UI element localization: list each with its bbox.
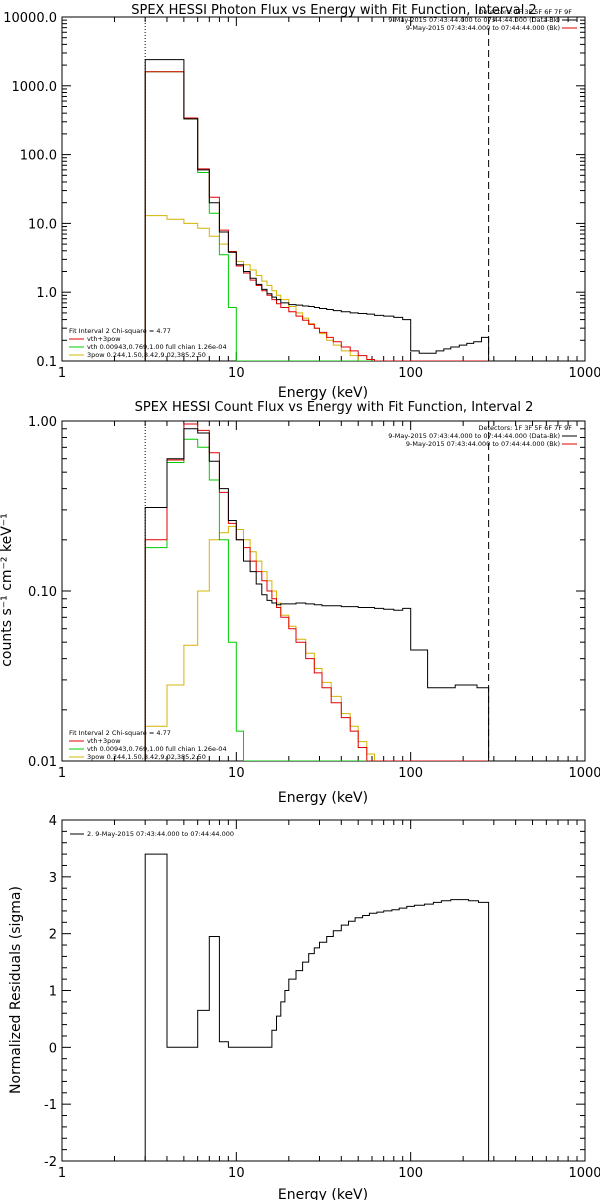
photon-flux-bk-interval: 9-May-2015 07:43:44.000 to 07:44:44.000 … — [406, 24, 560, 32]
count-flux-panel: SPEX HESSI Count Flux vs Energy with Fit… — [0, 400, 600, 806]
y-tick-label: 100.0 — [20, 149, 57, 164]
y-tick-label: 2 — [49, 928, 57, 943]
x-tick-label: 1 — [58, 1166, 66, 1181]
photon-flux-xlabel: Energy (keV) — [278, 385, 368, 401]
count-flux-xlabel: Energy (keV) — [278, 790, 368, 806]
photon-flux-detectors: Detectors: 1F 3F 5F 6F 7F 9F — [478, 8, 572, 16]
photon-flux-panel: SPEX HESSI Photon Flux vs Energy with Fi… — [3, 3, 600, 401]
count-flux-bk-interval: 9-May-2015 07:43:44.000 to 07:44:44.000 … — [406, 440, 560, 448]
x-tick-label: 1000 — [568, 1166, 600, 1181]
series-vth — [144, 71, 489, 361]
y-tick-label: 0.1 — [36, 355, 57, 370]
count-flux-fit-header: Fit Interval 2 Chi-square = 4.77 — [69, 729, 171, 737]
count-flux-fit-entry-vth: vth 0.00943,0.769,1.00 full chian 1.26e-… — [87, 745, 227, 753]
residuals-plot: 1 10 100 1000 -2 -1 0 1 2 3 4 — [44, 814, 600, 1181]
y-tick-label: 3 — [49, 871, 57, 886]
y-tick-label: 0 — [49, 1041, 57, 1056]
residuals-legend: 2. 9-May-2015 07:43:44.000 to 07:44:44.0… — [87, 830, 234, 838]
count-flux-plot: 1 10 100 1000 0.01 0.10 1.00 — [28, 415, 600, 781]
x-tick-label: 1000 — [568, 766, 600, 781]
count-flux-fit-entry-total: vth+3pow — [87, 737, 121, 745]
photon-flux-title: SPEX HESSI Photon Flux vs Energy with Fi… — [131, 3, 537, 18]
series-data — [144, 428, 490, 761]
photon-flux-fit-entry-total: vth+3pow — [87, 335, 121, 343]
photon-flux-plot: 1 10 100 1000 0.1 1.0 10.0 100.0 1000.0 10000.0 — [3, 11, 600, 381]
y-tick-label: 1.00 — [28, 415, 57, 430]
count-flux-ylabel: counts s⁻¹ cm⁻² keV⁻¹ — [0, 513, 15, 667]
x-tick-label: 100 — [398, 1166, 423, 1181]
y-tick-label: 1.0 — [36, 286, 57, 301]
y-tick-label: 10.0 — [28, 217, 57, 232]
y-tick-label: 0.01 — [28, 755, 57, 770]
series-residuals — [144, 853, 490, 1161]
residuals-xlabel: Energy (keV) — [278, 1187, 368, 1200]
x-tick-label: 10 — [228, 766, 245, 781]
series-vth-3pow — [144, 71, 489, 361]
x-tick-label: 10 — [228, 1166, 245, 1181]
series-data — [144, 59, 490, 361]
x-tick-label: 100 — [398, 766, 423, 781]
x-tick-label: 1000 — [568, 366, 600, 381]
x-tick-label: 1 — [58, 366, 66, 381]
x-tick-label: 1 — [58, 766, 66, 781]
y-tick-label: 1 — [49, 985, 57, 1000]
x-tick-label: 10 — [228, 366, 245, 381]
photon-flux-fit-entry-vth: vth 0.00943,0.769,1.00 full chian 1.26e-… — [87, 343, 227, 351]
count-flux-fit-entry-3pow: 3pow 0.244,1.50,8.42,9.02,385,2.50 — [87, 753, 206, 761]
y-tick-label: -2 — [44, 1155, 57, 1170]
y-tick-label: 10000.0 — [3, 11, 57, 26]
y-tick-label: 4 — [49, 814, 57, 829]
photon-flux-fit-entry-3pow: 3pow 0.244,1.50,8.42,9.02,385,2.50 — [87, 351, 206, 359]
count-flux-title: SPEX HESSI Count Flux vs Energy with Fit… — [135, 400, 534, 415]
y-tick-label: -1 — [44, 1098, 57, 1113]
count-flux-data-interval: 9-May-2015 07:43:44.000 to 07:44:44.000 … — [388, 432, 560, 440]
count-flux-detectors: Detectors: 1F 3F 5F 6F 7F 9F — [478, 424, 572, 432]
series-vth — [144, 438, 489, 761]
residuals-panel: 1 10 100 1000 -2 -1 0 1 2 3 4 Energy (keV) Normali… — [8, 814, 600, 1200]
photon-flux-data-interval: 9-May-2015 07:43:44.000 to 07:44:44.000 … — [388, 16, 560, 24]
photon-flux-fit-header: Fit Interval 2 Chi-square = 4.77 — [69, 327, 171, 335]
y-tick-label: 1000.0 — [12, 80, 58, 95]
x-tick-label: 100 — [398, 366, 423, 381]
residuals-ylabel: Normalized Residuals (sigma) — [8, 886, 24, 1094]
y-tick-label: 0.10 — [28, 585, 57, 600]
